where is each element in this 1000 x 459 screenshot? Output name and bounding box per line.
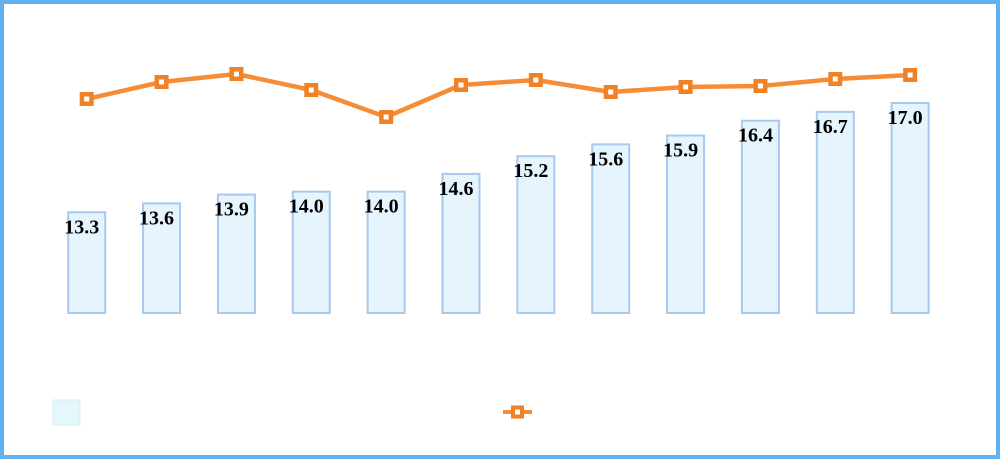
bar-value-label: 16.4 <box>738 125 773 147</box>
legend-bar-swatch <box>52 399 81 426</box>
bar-value-label: 16.7 <box>813 116 848 138</box>
bar-value-label: 13.9 <box>214 199 249 221</box>
bar-value-label: 14.0 <box>289 196 324 218</box>
line-marker-dot <box>907 72 913 78</box>
line-marker-dot <box>757 83 763 89</box>
bar-line-chart: 13.3 13.6 13.9 14.0 14.0 14.6 15.2 15.6 15.9 16.4… <box>52 67 930 426</box>
bar <box>815 110 855 314</box>
bar-value-label: 13.3 <box>64 216 99 238</box>
bar <box>142 202 182 314</box>
bar <box>666 134 706 314</box>
legend-line-marker-dot <box>515 409 520 415</box>
trend-line <box>84 71 913 120</box>
line-marker-dot <box>233 71 239 77</box>
bar-value-label: 15.2 <box>513 160 548 182</box>
bar <box>740 119 780 314</box>
line-marker-dot <box>533 77 539 83</box>
bar <box>291 190 331 314</box>
bar <box>67 211 107 314</box>
line-marker-dot <box>832 76 838 82</box>
line-marker-dot <box>84 96 90 102</box>
line-marker-dot <box>458 82 464 88</box>
bar <box>591 143 631 314</box>
bar <box>890 102 930 315</box>
line-marker-dot <box>683 84 689 90</box>
bar-value-label: 17.0 <box>888 107 923 129</box>
bar <box>216 193 256 315</box>
line-marker-dot <box>308 87 314 93</box>
bar-value-label: 14.0 <box>364 196 399 218</box>
line-marker-dot <box>159 79 165 85</box>
bar <box>366 190 406 314</box>
bar <box>516 155 556 314</box>
bar <box>441 172 481 314</box>
bar-value-label: 13.6 <box>139 207 174 229</box>
bar-value-label: 14.6 <box>439 178 474 200</box>
bar-value-label: 15.9 <box>663 139 698 161</box>
line-marker-dot <box>383 114 389 120</box>
line-marker-dot <box>608 89 614 95</box>
bar-value-label: 15.6 <box>588 148 623 170</box>
